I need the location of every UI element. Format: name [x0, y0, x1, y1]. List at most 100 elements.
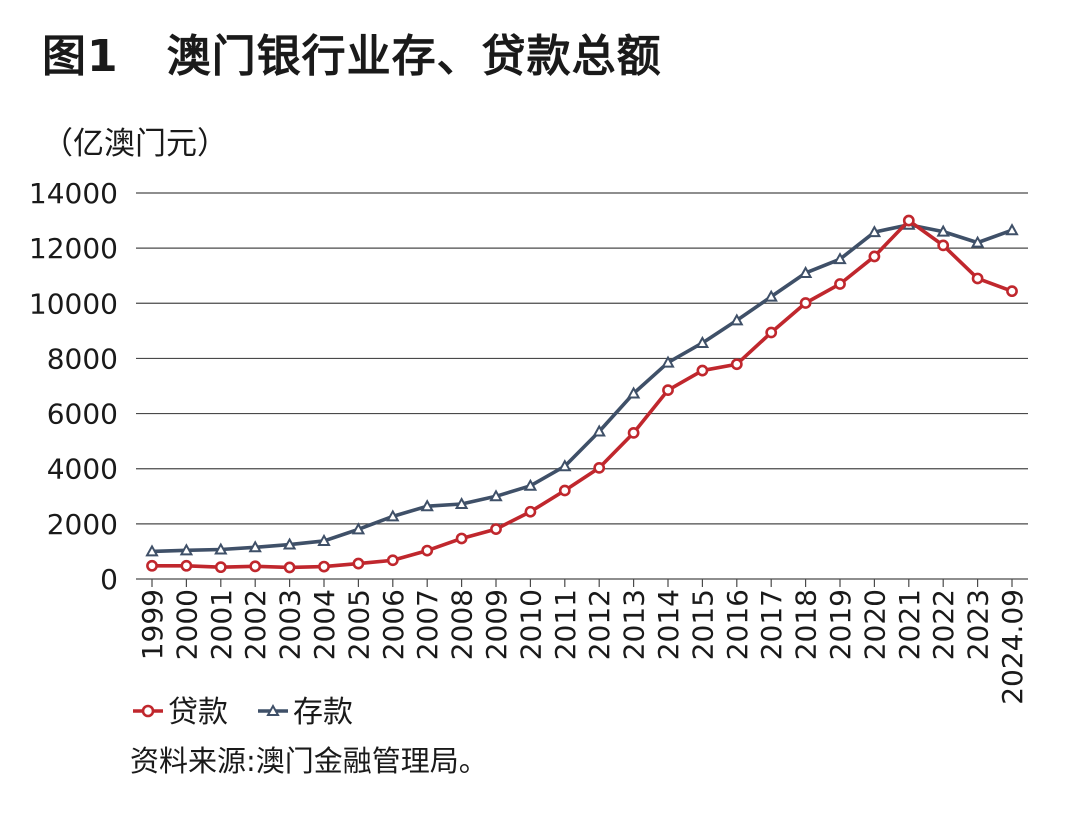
loan-point: [214, 561, 227, 574]
deposit-point: [970, 235, 985, 248]
series-line-loans: [152, 218, 1013, 570]
y-axis-unit-label: （亿澳门元）: [42, 126, 228, 162]
deposit-point: [420, 499, 434, 512]
loan-point: [593, 461, 606, 474]
x-tick-labels: 1999 2000 2001 2002 2003 2004 2005 2006 2007 2008…: [136, 589, 1029, 705]
loan-point: [662, 384, 674, 397]
deposit-point: [798, 265, 813, 278]
loan-point: [627, 426, 640, 439]
gridlines: [136, 192, 1028, 587]
loan-point: [386, 554, 399, 567]
deposit-point: [592, 424, 606, 437]
x-tick-label: 2000: [170, 589, 203, 660]
x-tick-label: 2018: [790, 589, 823, 660]
loan-point: [524, 505, 537, 518]
deposit-point: [833, 252, 847, 265]
loan-point: [868, 250, 881, 263]
deposit-point: [936, 224, 950, 237]
x-tick-label: 2003: [274, 589, 307, 660]
loan-point: [558, 484, 571, 497]
y-tick-labels: 0 2000 4000 6000 8000 10000 12000 14000: [29, 177, 118, 596]
x-tick-label: 2022: [927, 589, 960, 660]
deposit-point: [626, 386, 641, 399]
legend-loans-label: 贷款: [168, 695, 228, 730]
loan-point: [765, 326, 778, 339]
x-tick-label: 1999: [136, 589, 169, 660]
loan-point: [490, 523, 502, 535]
deposit-point: [248, 540, 262, 553]
y-tick-label: 12000: [29, 232, 118, 265]
deposit-point: [145, 544, 159, 557]
deposit-point: [386, 509, 400, 522]
x-tick-label: 2011: [549, 589, 582, 660]
x-tick-label: 2013: [618, 589, 651, 660]
x-tick-label: 2004: [308, 589, 341, 660]
x-tick-label: 2001: [205, 589, 238, 660]
y-tick-label: 6000: [47, 398, 118, 431]
loan-point: [730, 358, 743, 371]
x-tick-label: 2017: [755, 589, 788, 660]
x-tick-label: 2007: [411, 589, 444, 660]
deposit-point: [282, 537, 297, 550]
x-tick-label: 2005: [342, 589, 375, 660]
deposit-point: [214, 542, 228, 555]
deposit-point: [523, 478, 538, 491]
x-tick-label: 2020: [858, 589, 891, 660]
loan-point: [455, 532, 468, 545]
loan-point: [352, 557, 365, 570]
loan-point: [902, 214, 915, 227]
source-note: 资料来源:澳门金融管理局。: [130, 744, 488, 778]
legend: 贷款 存款: [133, 695, 353, 730]
loan-point: [834, 278, 846, 290]
loan-point: [937, 239, 950, 252]
figure-label: 图1: [42, 31, 119, 82]
x-tick-label: 2024.09: [996, 589, 1029, 705]
y-tick-label: 4000: [47, 453, 118, 486]
series-line-deposits: [151, 222, 1013, 554]
y-tick-label: 8000: [47, 342, 118, 375]
deposit-point: [1005, 223, 1019, 236]
deposit-point: [695, 335, 710, 348]
loan-point: [283, 561, 296, 574]
deposit-point: [489, 489, 503, 502]
legend-deposits-marker: [266, 703, 280, 716]
loan-point: [799, 297, 812, 309]
y-tick-label: 2000: [47, 508, 118, 541]
deposit-point: [351, 522, 366, 535]
loan-point: [249, 560, 262, 573]
y-tick-label: 14000: [29, 177, 118, 210]
loan-point: [146, 559, 158, 572]
chart-title: 图1 澳门银行业存、贷款总额: [42, 20, 662, 84]
deposit-point: [179, 543, 194, 556]
deposit-point: [764, 289, 778, 302]
loan-point: [971, 272, 984, 285]
x-tick-label: 2006: [377, 589, 410, 660]
loan-point: [696, 364, 709, 377]
x-tick-label: 2021: [893, 589, 926, 660]
loan-point: [180, 559, 193, 572]
series-lines: [145, 214, 1019, 574]
title-text: 澳门银行业存、贷款总额: [166, 31, 662, 82]
x-tick-label: 2019: [824, 589, 857, 660]
x-tick-label: 2023: [962, 589, 995, 660]
x-tick-label: 2010: [514, 589, 547, 660]
legend-deposits-label: 存款: [293, 695, 353, 730]
x-tick-label: 2012: [583, 589, 616, 660]
legend-loans-marker: [141, 704, 155, 718]
deposit-point: [454, 496, 469, 510]
deposit-point: [730, 313, 744, 326]
x-tick-label: 2002: [239, 589, 272, 660]
deposit-point: [867, 225, 882, 238]
x-tick-label: 2015: [686, 589, 719, 660]
y-tick-label: 0: [100, 563, 118, 596]
x-tick-label: 2016: [721, 589, 754, 660]
x-tick-label: 2009: [480, 589, 513, 660]
x-tick-label: 2014: [652, 589, 685, 660]
deposit-point: [558, 459, 572, 472]
x-tick-label: 2008: [446, 589, 479, 660]
loan-point: [318, 560, 330, 573]
deposit-point: [317, 533, 331, 546]
deposit-point: [661, 355, 675, 368]
loan-point: [1006, 285, 1018, 298]
